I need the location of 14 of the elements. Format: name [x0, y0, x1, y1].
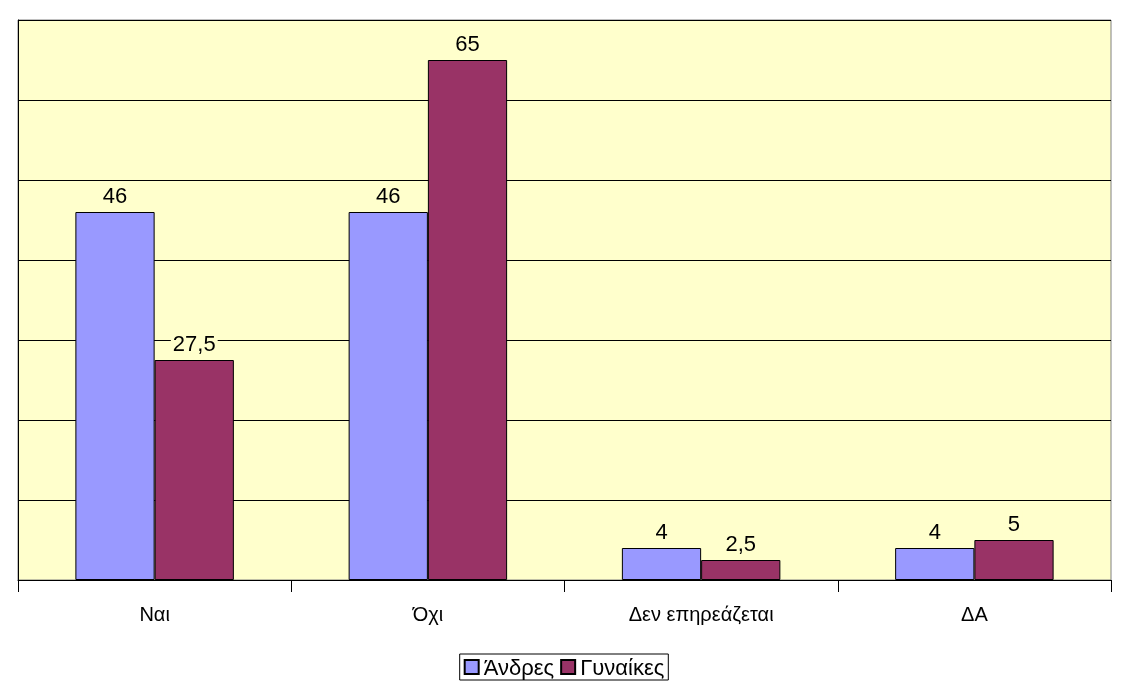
data-label: 46	[102, 182, 128, 208]
x-tick-label: ΔΑ	[961, 603, 989, 625]
data-label: 4	[928, 518, 941, 544]
legend-label: Γυναίκες	[580, 654, 665, 680]
data-label: 27,5	[172, 330, 216, 356]
legend-label: Άνδρες	[483, 654, 555, 680]
x-tick-label: Ναι	[139, 603, 170, 625]
data-label: 5	[1007, 510, 1021, 536]
x-tick-label: Όχι	[411, 603, 444, 625]
x-tick-label: Δεν επηρεάζεται	[628, 603, 774, 625]
data-label: 4	[655, 518, 668, 544]
data-label: 65	[455, 30, 480, 56]
data-label: 46	[376, 182, 401, 208]
data-label: 2,5	[725, 530, 757, 556]
